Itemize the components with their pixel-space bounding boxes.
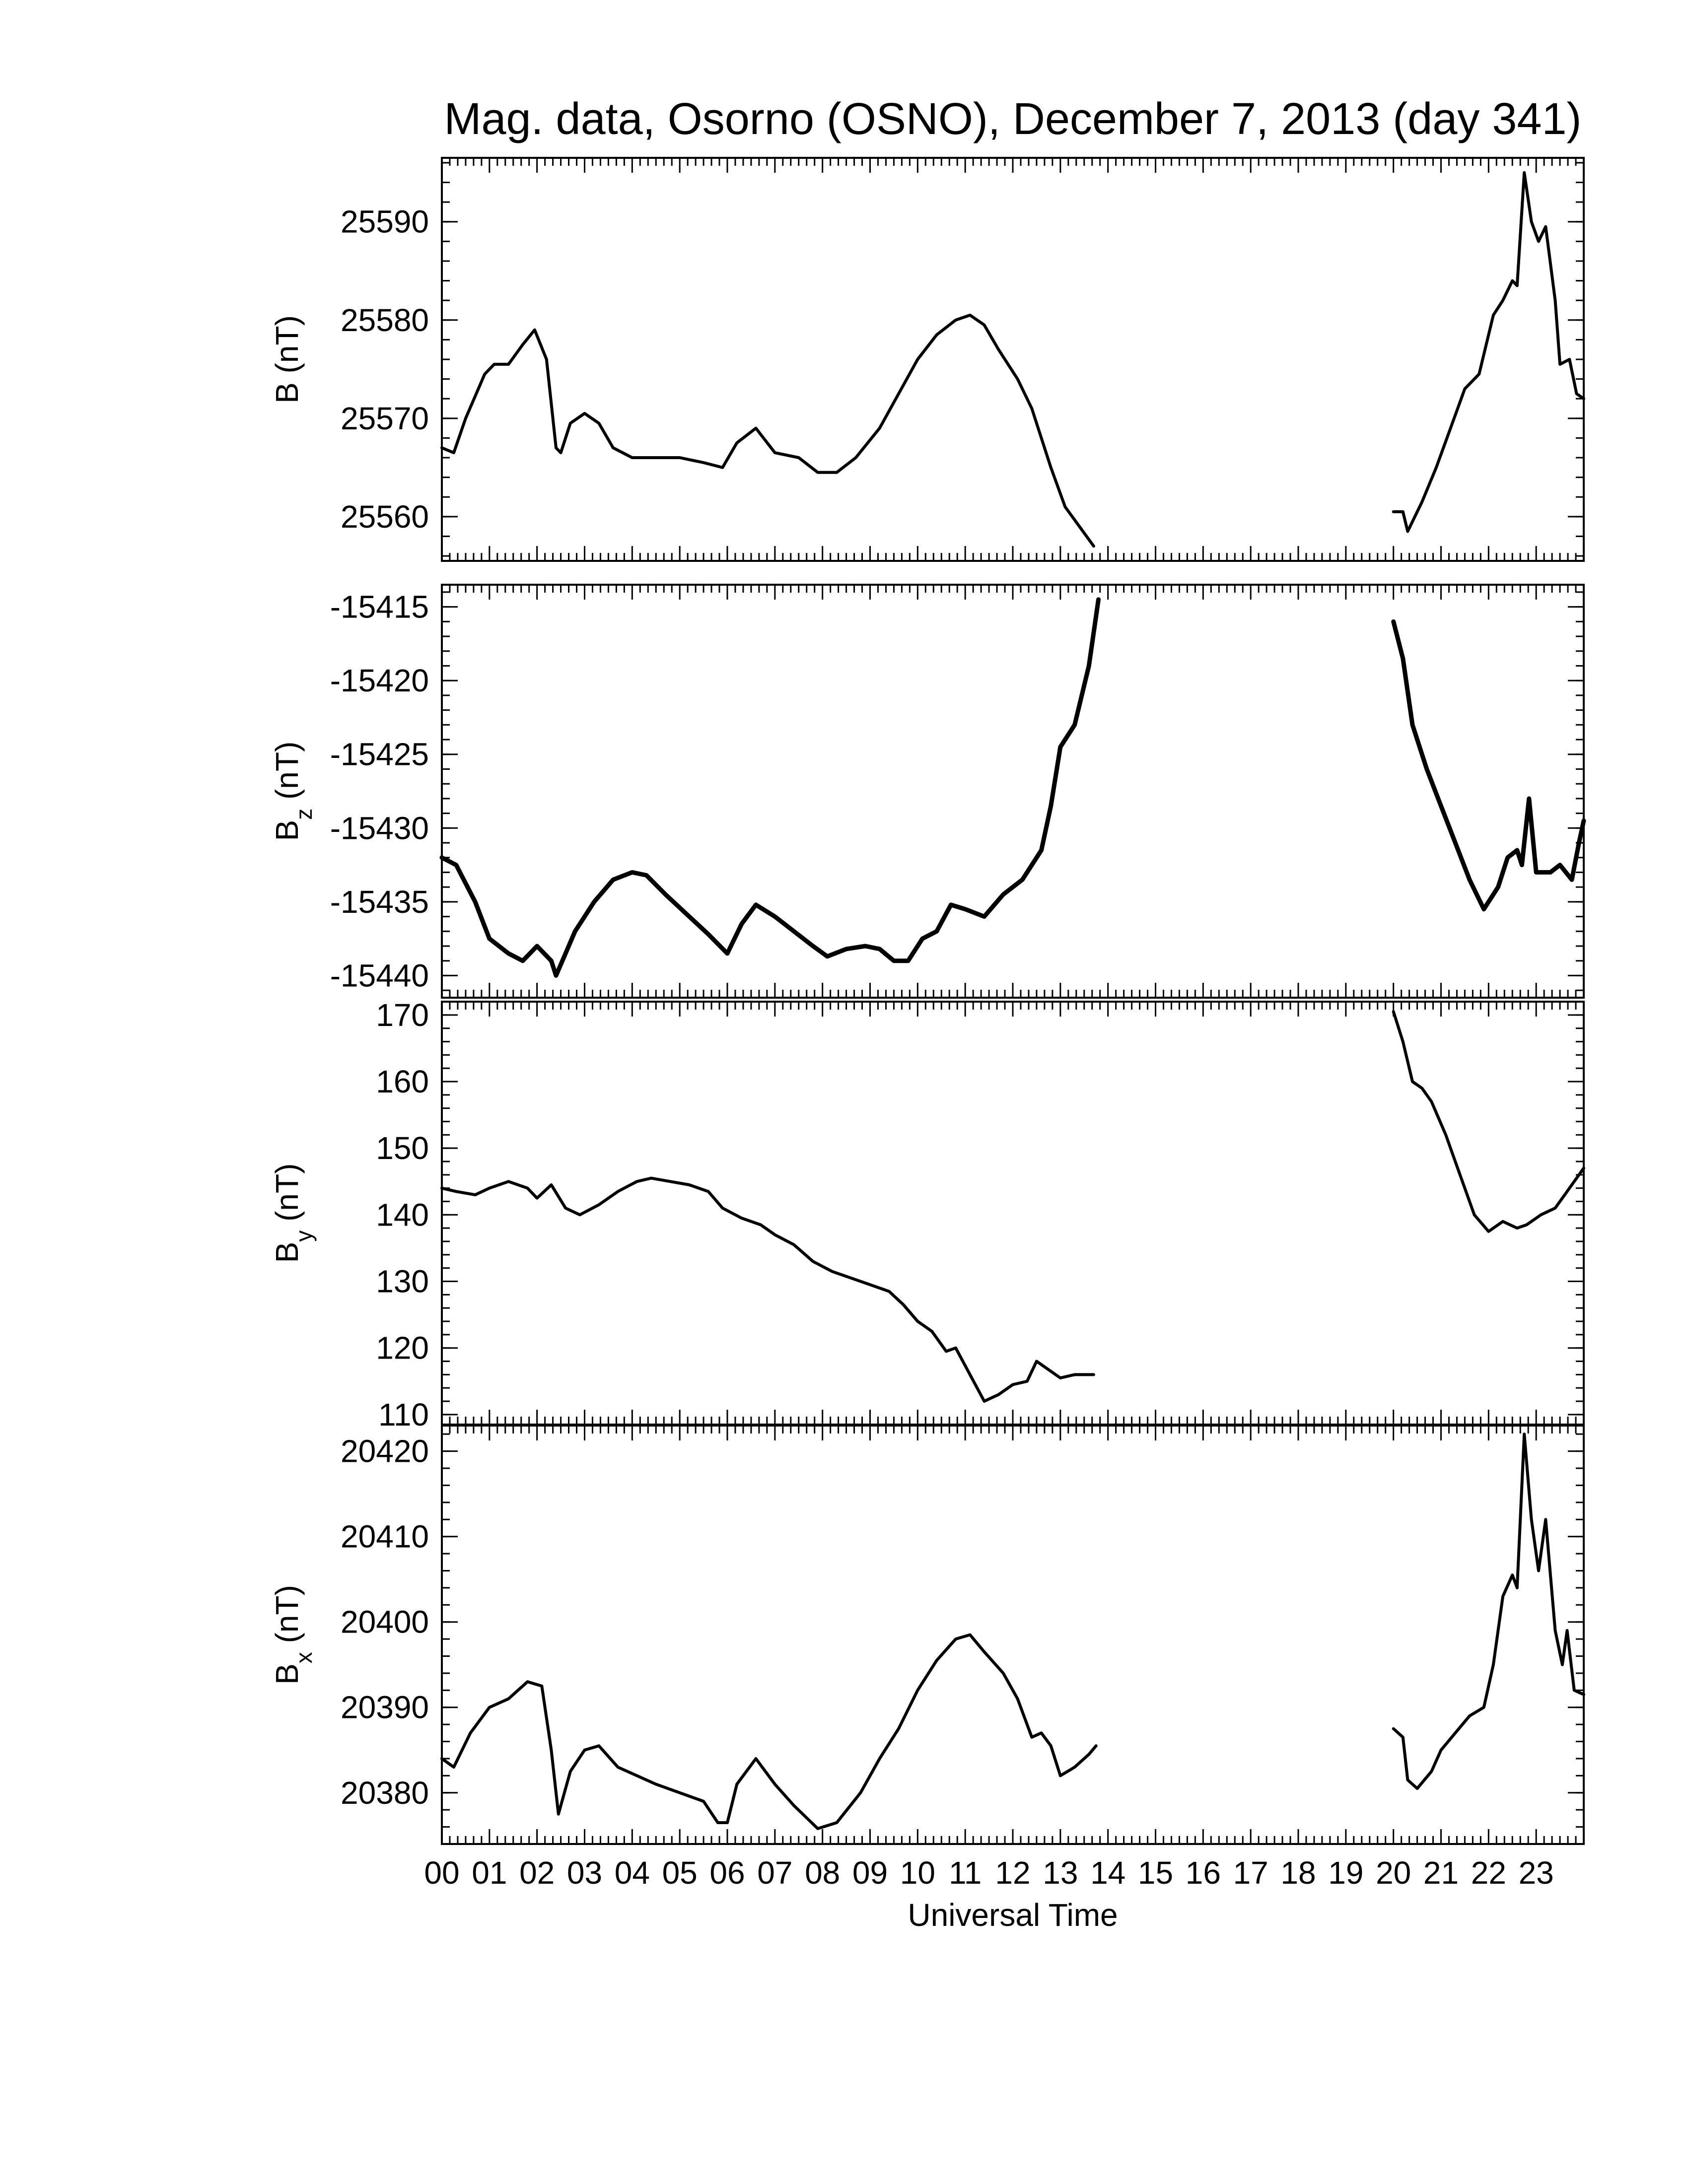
y-axis-label-unit: (nT) <box>269 742 305 809</box>
y-tick-label: -15425 <box>330 737 429 772</box>
x-tick-label: 20 <box>1376 1855 1411 1891</box>
x-tick-label: 15 <box>1138 1855 1173 1891</box>
y-axis-label-subscript: x <box>291 1652 317 1663</box>
x-tick-label: 09 <box>852 1855 888 1891</box>
x-tick-label: 19 <box>1328 1855 1363 1891</box>
x-tick-label: 01 <box>472 1855 507 1891</box>
y-tick-label: 20410 <box>341 1519 429 1555</box>
series-line-segment-2 <box>1391 619 1586 912</box>
y-tick-label: 160 <box>376 1064 429 1099</box>
y-tick-label: -15440 <box>330 957 429 993</box>
panel-2: -15440 -15435 -15430 -15425 -15420 -15415 Bz (… <box>269 584 1586 999</box>
y-tick-label: 140 <box>376 1197 429 1232</box>
y-axis-label-unit: (nT) <box>269 1585 305 1652</box>
y-tick-label: 25590 <box>341 204 429 240</box>
y-axis-label-unit: (nT) <box>269 1163 305 1230</box>
y-tick-label: 120 <box>376 1330 429 1366</box>
x-axis: 00 01 02 03 04 05 06 07 08 09 10 11 12 13 14 15 16 17 18 19… <box>424 1855 1553 1891</box>
series-line-segment-1 <box>439 597 1101 978</box>
x-tick-label: 06 <box>709 1855 745 1891</box>
y-axis-label-subscript: z <box>291 809 317 820</box>
y-tick-label: 20380 <box>341 1775 429 1811</box>
x-tick-label: 16 <box>1186 1855 1221 1891</box>
y-axis-label-main: B <box>269 1242 305 1263</box>
y-tick-label: 25560 <box>341 499 429 535</box>
y-tick-label: 130 <box>376 1264 429 1299</box>
y-tick-label: -15420 <box>330 663 429 698</box>
x-tick-label: 03 <box>567 1855 602 1891</box>
y-tick-label: 20400 <box>341 1604 429 1640</box>
x-tick-label: 05 <box>662 1855 698 1891</box>
y-axis-label-subscript: y <box>291 1230 317 1242</box>
y-axis-label: Bx (nT) <box>269 1585 317 1685</box>
x-tick-label: 11 <box>949 1855 982 1891</box>
panel-4: 20380 20390 20400 20410 20420 Bx (nT) <box>269 1425 1585 1845</box>
series-line-segment-2 <box>1392 1433 1585 1790</box>
y-tick-label: 25570 <box>341 401 429 436</box>
x-tick-label: 13 <box>1043 1855 1078 1891</box>
panel-3: 110 120 130 140 150 160 170 By (nT) <box>269 997 1585 1433</box>
y-tick-label: -15435 <box>330 884 429 920</box>
x-tick-label: 21 <box>1423 1855 1459 1891</box>
series-line-segment-1 <box>440 313 1095 548</box>
x-tick-label: 23 <box>1519 1855 1554 1891</box>
series-line-segment-1 <box>440 1176 1095 1403</box>
y-axis-label-main: B <box>269 382 305 404</box>
y-tick-label: 20420 <box>341 1433 429 1469</box>
y-tick-label: 150 <box>376 1130 429 1166</box>
y-tick-label: -15430 <box>330 810 429 846</box>
x-tick-label: 02 <box>519 1855 555 1891</box>
x-tick-label: 22 <box>1471 1855 1506 1891</box>
x-tick-label: 07 <box>757 1855 792 1891</box>
y-axis-label: B (nT) <box>269 315 305 404</box>
x-tick-label: 18 <box>1280 1855 1316 1891</box>
y-axis-label: By (nT) <box>269 1163 317 1263</box>
x-tick-label: 00 <box>424 1855 459 1891</box>
series-line-segment-1 <box>440 1633 1098 1830</box>
y-tick-label: 110 <box>378 1397 429 1433</box>
series-line-segment-2 <box>1392 1010 1585 1233</box>
chart-title: Mag. data, Osorno (OSNO), December 7, 20… <box>444 94 1581 144</box>
series-line-segment-2 <box>1392 171 1585 533</box>
panel-1: 25560 25570 25580 25590 B (nT) <box>269 157 1585 562</box>
x-tick-label: 10 <box>900 1855 935 1891</box>
y-axis-label-main: B <box>269 820 305 841</box>
x-axis-title: Universal Time <box>908 1897 1118 1933</box>
y-axis-label-main: B <box>269 1663 305 1685</box>
x-tick-label: 14 <box>1090 1855 1125 1891</box>
x-tick-label: 17 <box>1233 1855 1268 1891</box>
y-tick-label: 20390 <box>341 1690 429 1725</box>
x-tick-label: 04 <box>615 1855 650 1891</box>
y-tick-label: 25580 <box>341 302 429 338</box>
y-tick-label: 170 <box>376 997 429 1033</box>
y-axis-label-unit: (nT) <box>269 315 305 382</box>
y-axis-label: Bz (nT) <box>269 742 317 841</box>
y-tick-label: -15415 <box>330 589 429 625</box>
x-tick-label: 12 <box>995 1855 1030 1891</box>
x-tick-label: 08 <box>805 1855 840 1891</box>
